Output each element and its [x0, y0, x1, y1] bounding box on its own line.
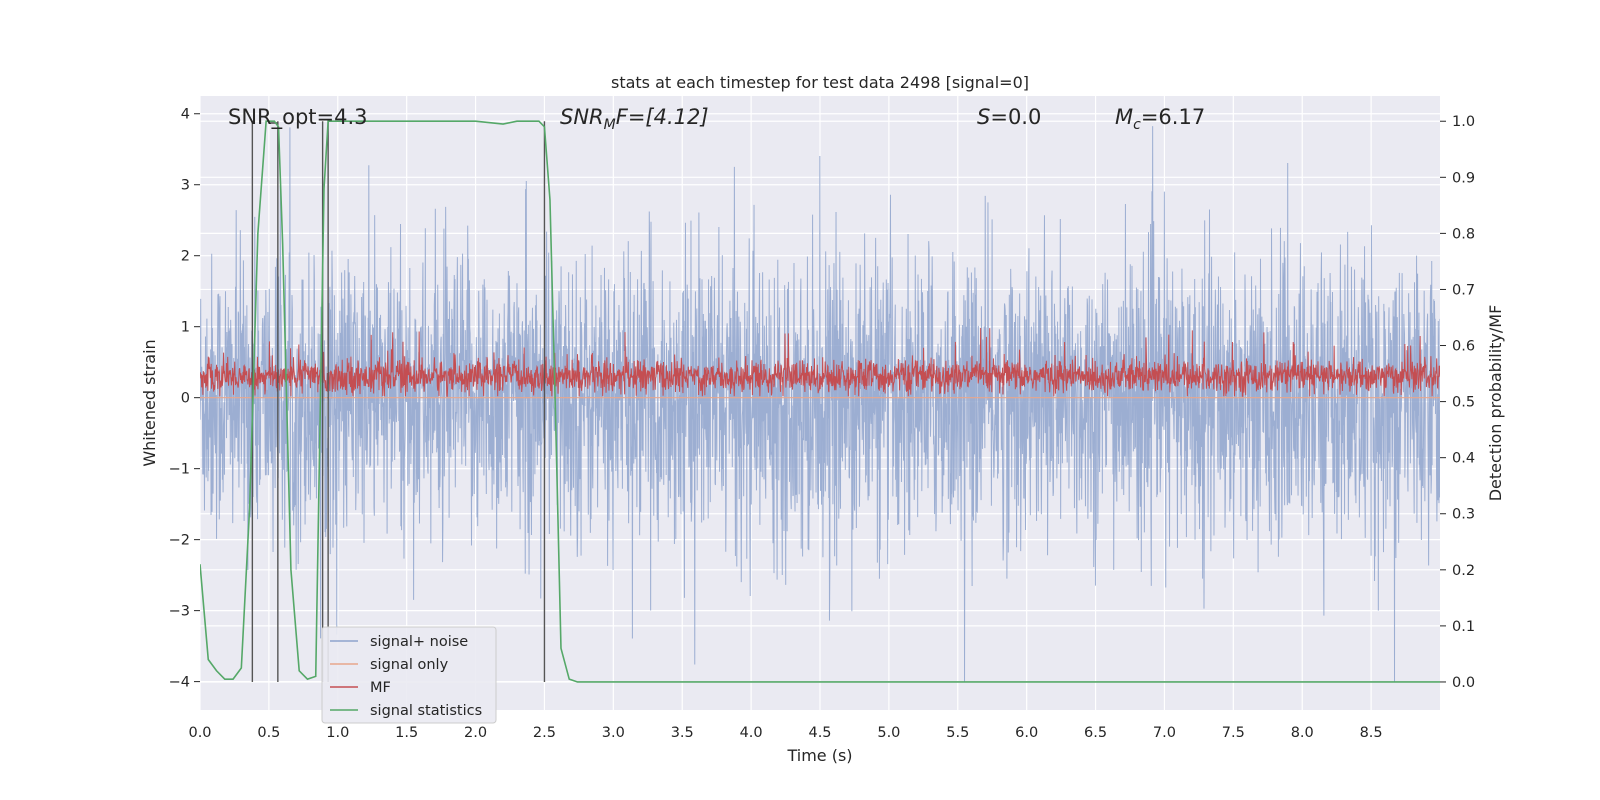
x-tick-label: 1.5	[395, 725, 418, 741]
legend-label-mf: MF	[370, 680, 391, 696]
x-tick-label: 0.0	[188, 725, 211, 741]
y-right-tick-label: 0.9	[1452, 170, 1475, 186]
x-tick-label: 6.5	[1084, 725, 1107, 741]
chart-title: stats at each timestep for test data 249…	[611, 73, 1029, 92]
annotation-mc: Mc=6.17	[1115, 105, 1205, 133]
x-tick-label: 2.0	[464, 725, 487, 741]
x-tick-label: 0.5	[257, 725, 280, 741]
y-tick-label: 2	[181, 249, 190, 265]
y-tick-label: −4	[169, 675, 190, 691]
x-tick-label: 3.0	[602, 725, 625, 741]
x-tick-label: 6.0	[1015, 725, 1038, 741]
y-right-tick-label: 1.0	[1452, 114, 1475, 130]
y-tick-label: −1	[169, 462, 190, 478]
y-right-tick-label: 0.4	[1452, 451, 1475, 467]
series-mf	[200, 328, 1440, 397]
y-tick-label: 1	[181, 320, 190, 336]
x-tick-label: 5.5	[946, 725, 969, 741]
x-axis-ticks: 0.0 0.5 1.0 1.5 2.0 2.5 3.0 3.5 4.0 4.5 5.0 5.5 6.0 6…	[188, 725, 1382, 741]
y-tick-label: 0	[181, 391, 190, 407]
plot-area	[200, 120, 1440, 683]
x-tick-label: 3.5	[671, 725, 694, 741]
y-axis-label: Whitened strain	[140, 339, 159, 466]
x-tick-label: 7.5	[1222, 725, 1245, 741]
y-right-tick-label: 0.1	[1452, 619, 1475, 635]
y-right-tick-label: 0.0	[1452, 675, 1475, 691]
legend-label-signal-only: signal only	[370, 657, 449, 673]
x-tick-label: 4.5	[808, 725, 831, 741]
annotation-snr-mf: SNRMF=[4.12]	[560, 105, 709, 133]
y-tick-label: 3	[181, 178, 190, 194]
x-tick-label: 8.0	[1291, 725, 1314, 741]
y-right-tick-label: 0.3	[1452, 507, 1475, 523]
annotation-s: S=0.0	[977, 105, 1041, 129]
legend-box	[321, 626, 497, 724]
x-tick-label: 1.0	[326, 725, 349, 741]
y-right-tick-label: 0.5	[1452, 395, 1475, 411]
legend: signal+ noise signal only MF signal stat…	[321, 626, 497, 724]
y-tick-label: 4	[181, 107, 190, 123]
y-right-tick-label: 0.7	[1452, 282, 1475, 298]
annotation-snr-opt: SNR_opt=4.3	[228, 105, 368, 130]
y-right-tick-label: 0.6	[1452, 339, 1475, 355]
legend-label-signal-statistics: signal statistics	[370, 703, 482, 719]
x-tick-label: 2.5	[533, 725, 556, 741]
y-right-axis-label: Detection probability/MF	[1486, 305, 1505, 502]
y-axis-ticks: 4 3 2 1 0 −1 −2 −3 −4	[169, 107, 200, 691]
series-signal-statistics	[200, 120, 1440, 683]
x-axis-label: Time (s)	[786, 746, 852, 765]
x-tick-label: 5.0	[877, 725, 900, 741]
x-tick-label: 7.0	[1153, 725, 1176, 741]
x-tick-label: 8.5	[1360, 725, 1383, 741]
legend-label-signal-noise: signal+ noise	[370, 634, 468, 650]
x-tick-label: 4.0	[740, 725, 763, 741]
y-tick-label: −2	[169, 533, 190, 549]
y-right-tick-label: 0.8	[1452, 226, 1475, 242]
y-tick-label: −3	[169, 604, 190, 620]
y-right-tick-label: 0.2	[1452, 563, 1475, 579]
y-right-axis-ticks: 1.0 0.9 0.8 0.7 0.6 0.5 0.4 0.3 0.2 0.1 0.0	[1440, 114, 1475, 691]
